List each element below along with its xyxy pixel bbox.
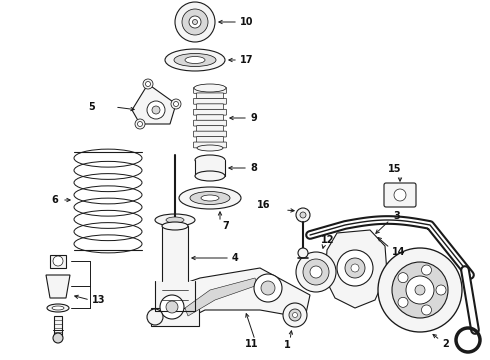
Circle shape (189, 16, 201, 28)
Circle shape (421, 305, 432, 315)
Circle shape (254, 274, 282, 302)
Circle shape (166, 301, 178, 313)
FancyBboxPatch shape (196, 136, 223, 143)
Text: 9: 9 (250, 113, 257, 123)
Ellipse shape (162, 222, 188, 230)
Text: 3: 3 (393, 211, 400, 221)
Ellipse shape (174, 54, 216, 67)
Text: 17: 17 (240, 55, 253, 65)
Circle shape (298, 248, 308, 258)
Circle shape (337, 250, 373, 286)
FancyBboxPatch shape (196, 93, 223, 99)
Circle shape (143, 79, 153, 89)
Bar (54, 316, 62, 336)
Circle shape (394, 189, 406, 201)
Circle shape (300, 212, 306, 218)
Circle shape (398, 297, 408, 307)
Circle shape (406, 276, 434, 304)
Ellipse shape (195, 155, 225, 165)
FancyBboxPatch shape (384, 183, 416, 207)
Circle shape (345, 258, 365, 278)
Polygon shape (50, 255, 66, 268)
Circle shape (138, 122, 143, 126)
FancyBboxPatch shape (196, 104, 223, 110)
FancyBboxPatch shape (194, 142, 226, 148)
Polygon shape (132, 84, 176, 124)
Bar (162, 226, 188, 281)
Ellipse shape (47, 304, 69, 312)
FancyBboxPatch shape (196, 115, 223, 121)
FancyBboxPatch shape (194, 120, 226, 126)
Circle shape (378, 248, 462, 332)
Ellipse shape (190, 192, 230, 204)
Circle shape (147, 101, 165, 119)
Ellipse shape (194, 84, 226, 92)
Circle shape (173, 102, 178, 107)
Ellipse shape (197, 145, 223, 151)
Ellipse shape (201, 195, 219, 201)
FancyBboxPatch shape (194, 109, 226, 115)
Ellipse shape (185, 57, 205, 63)
Circle shape (261, 281, 275, 295)
Circle shape (293, 312, 297, 318)
Polygon shape (325, 230, 387, 308)
Circle shape (392, 262, 448, 318)
Circle shape (146, 81, 150, 86)
Circle shape (283, 303, 307, 327)
Ellipse shape (155, 214, 195, 226)
Circle shape (193, 19, 197, 24)
Ellipse shape (52, 306, 64, 310)
Bar (155, 281, 195, 311)
Bar (151, 308, 199, 326)
FancyBboxPatch shape (196, 126, 223, 131)
Bar (195, 160, 225, 176)
Circle shape (415, 285, 425, 295)
Text: 1: 1 (284, 340, 291, 350)
Text: 15: 15 (388, 164, 402, 174)
Text: 13: 13 (92, 295, 105, 305)
Text: 16: 16 (256, 200, 270, 210)
Text: 6: 6 (51, 195, 58, 205)
Circle shape (421, 265, 432, 275)
Circle shape (160, 295, 184, 319)
Circle shape (351, 264, 359, 272)
Circle shape (398, 273, 408, 283)
Ellipse shape (165, 49, 225, 71)
Circle shape (296, 252, 336, 292)
Text: 7: 7 (222, 221, 229, 231)
Polygon shape (46, 275, 70, 298)
FancyBboxPatch shape (194, 98, 226, 104)
Circle shape (182, 9, 208, 35)
Circle shape (310, 266, 322, 278)
Circle shape (175, 2, 215, 42)
Circle shape (147, 309, 163, 325)
Ellipse shape (166, 217, 184, 223)
Circle shape (303, 259, 329, 285)
Ellipse shape (179, 187, 241, 209)
Circle shape (171, 99, 181, 109)
Text: 10: 10 (240, 17, 253, 27)
Circle shape (53, 256, 63, 266)
Text: 5: 5 (88, 102, 95, 112)
FancyBboxPatch shape (194, 87, 226, 93)
Circle shape (436, 285, 446, 295)
Text: 11: 11 (245, 339, 259, 349)
Circle shape (53, 333, 63, 343)
Text: 12: 12 (321, 235, 335, 245)
Text: 4: 4 (232, 253, 239, 263)
Circle shape (135, 119, 145, 129)
Circle shape (289, 309, 301, 321)
FancyBboxPatch shape (194, 131, 226, 137)
Ellipse shape (195, 171, 225, 181)
Text: 14: 14 (392, 247, 406, 257)
Circle shape (152, 106, 160, 114)
Polygon shape (185, 278, 258, 316)
Text: 2: 2 (442, 339, 449, 349)
Text: 8: 8 (250, 163, 257, 173)
Polygon shape (155, 268, 310, 325)
Circle shape (296, 208, 310, 222)
